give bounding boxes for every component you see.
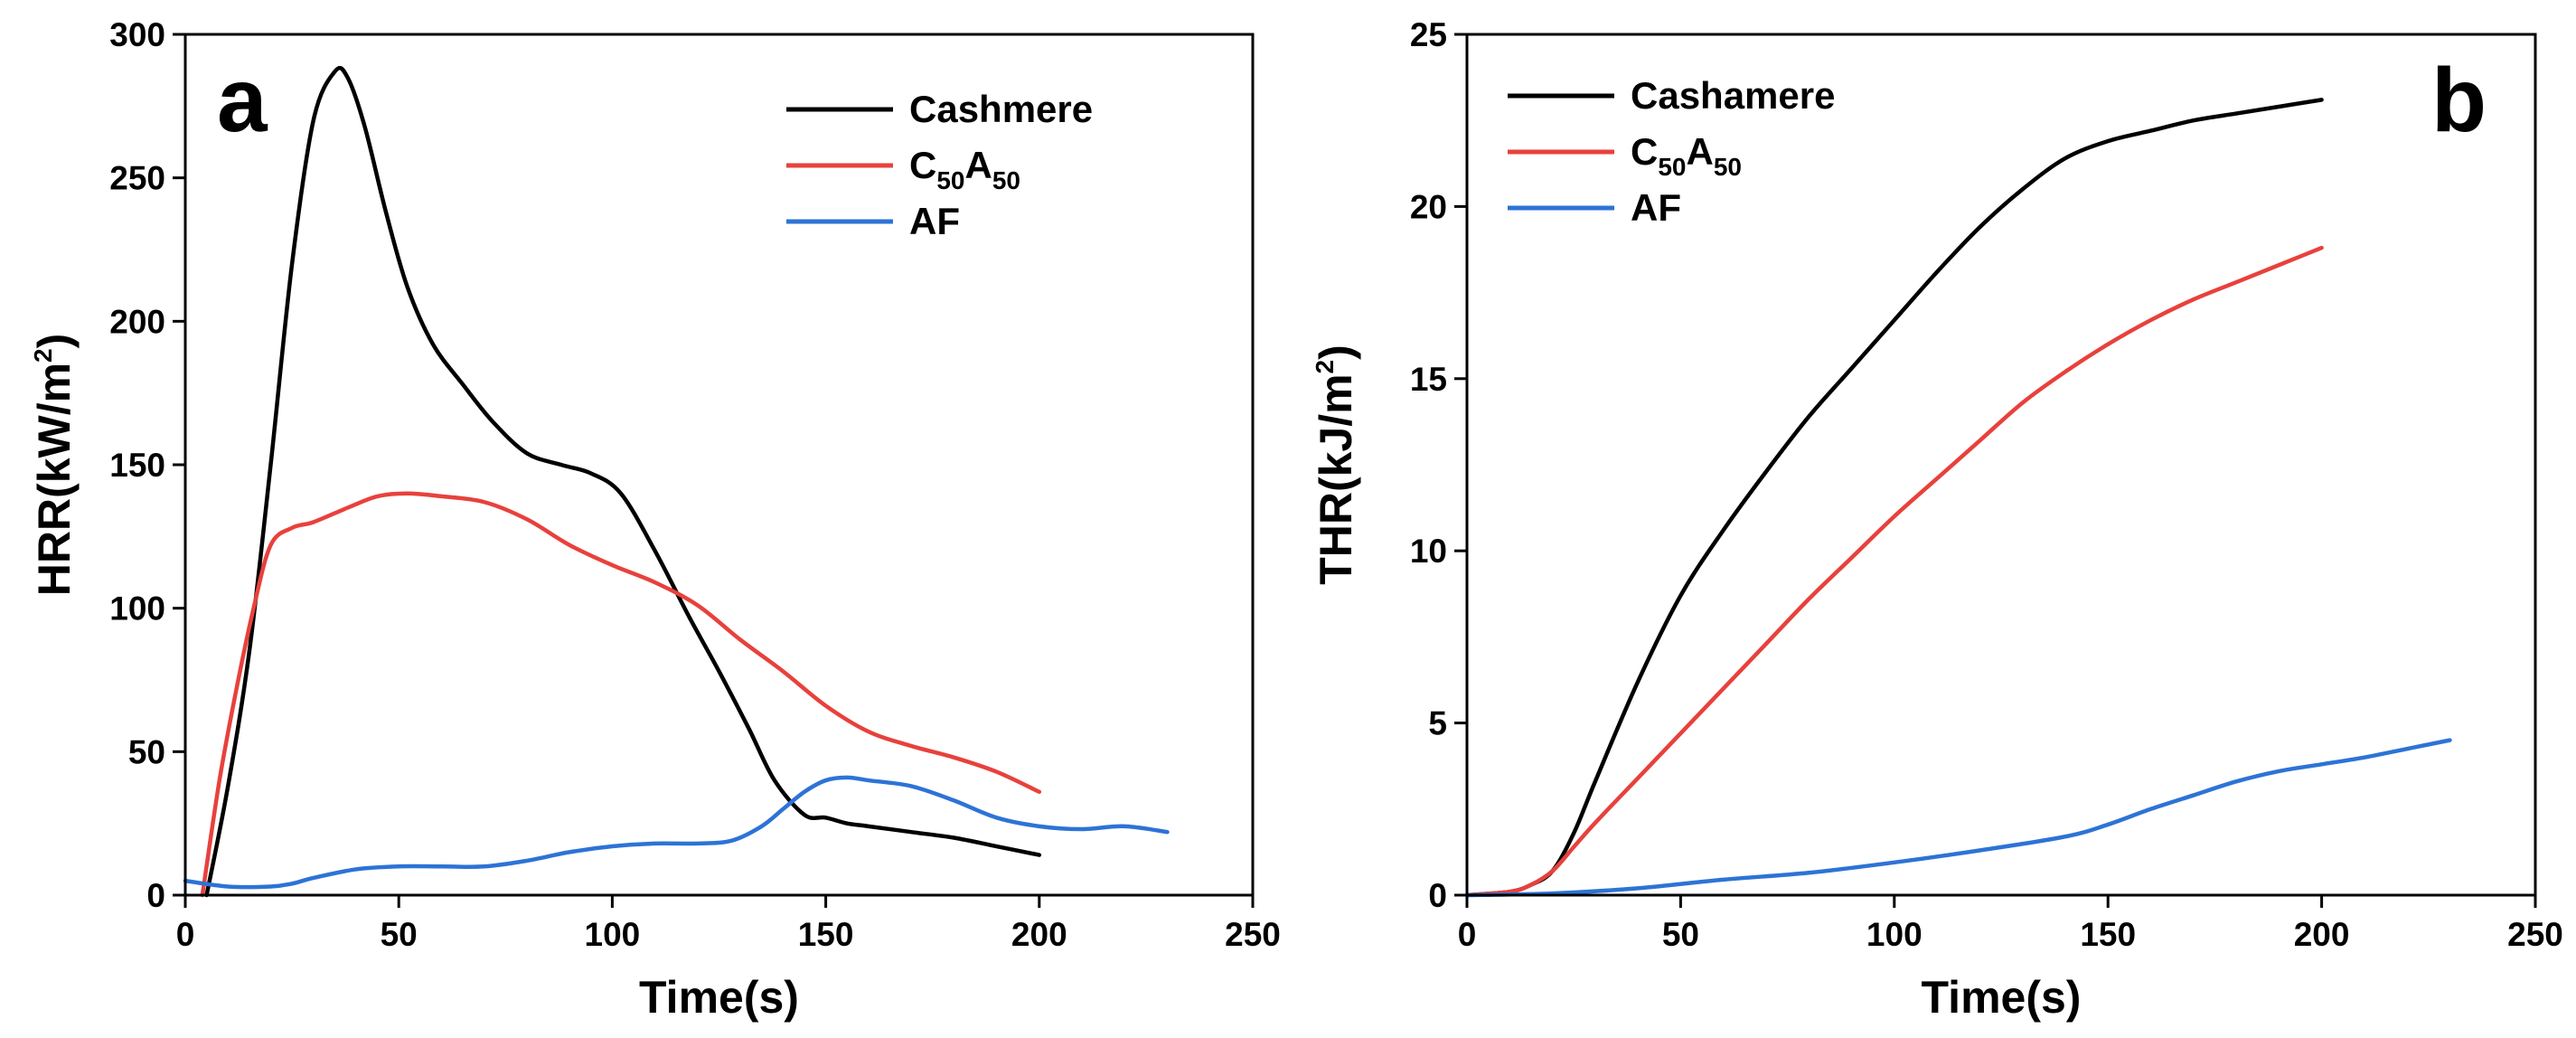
y-tick-label-a: 150	[109, 447, 165, 484]
x-tick-label-a: 250	[1225, 916, 1281, 953]
series-line-b-cashamere	[1464, 98, 2324, 898]
y-tick-label-a: 0	[146, 877, 165, 914]
y-tick-label-a: 200	[109, 303, 165, 340]
x-tick-label-a: 200	[1011, 916, 1067, 953]
y-tick-label-b: 25	[1410, 16, 1447, 53]
y-tick-label-b: 5	[1428, 705, 1447, 742]
x-tick-label-b: 150	[2080, 916, 2136, 953]
series-line-b-af	[1464, 738, 2452, 898]
panel-label-a: a	[217, 50, 268, 151]
y-axis-label-a: HRR(kW/m2)	[29, 334, 80, 597]
y-tick-label-a: 100	[109, 590, 165, 628]
y-tick-label-a: 300	[109, 16, 165, 53]
legend-label-b-c50a50: C50A50	[1631, 130, 1742, 181]
y-tick-label-b: 10	[1410, 533, 1447, 570]
y-axis-label-b: THR(kJ/m2)	[1311, 344, 1361, 585]
y-tick-label-b: 15	[1410, 361, 1447, 398]
series-line-a-c50a50	[200, 491, 1042, 898]
y-tick-label-a: 50	[128, 733, 165, 770]
series-line-b-c50a50	[1464, 245, 2324, 898]
x-tick-label-b: 250	[2507, 916, 2563, 953]
y-tick-label-a: 250	[109, 160, 165, 197]
x-tick-label-a: 50	[381, 916, 418, 953]
x-tick-label-b: 50	[1662, 916, 1699, 953]
legend-label-b-cashamere: Cashamere	[1631, 74, 1835, 117]
panel-b-chart: 0 50 100 150 200 250 0 5 10 15 20 25 Time(s) THR(kJ/m…	[1311, 16, 2563, 1023]
legend-label-a-cashmere: Cashmere	[909, 88, 1093, 130]
legend-label-a-af: AF	[909, 200, 960, 242]
x-tick-label-b: 100	[1866, 916, 1923, 953]
legend-label-b-af: AF	[1631, 186, 1681, 229]
y-tick-label-b: 20	[1410, 188, 1447, 225]
x-axis-label-a: Time(s)	[639, 972, 799, 1023]
x-tick-label-b: 0	[1458, 916, 1477, 953]
x-tick-label-a: 0	[176, 916, 195, 953]
x-axis-label-b: Time(s)	[1922, 972, 2082, 1023]
x-tick-label-b: 200	[2294, 916, 2350, 953]
series-line-a-cashmere	[204, 65, 1042, 898]
x-tick-label-a: 100	[585, 916, 641, 953]
series-line-a-af	[183, 775, 1170, 890]
panel-label-b: b	[2431, 50, 2487, 151]
y-tick-label-b: 0	[1428, 877, 1447, 914]
panel-a-chart: 0 50 100 150 200 250 0 50 100 150 200 250 300 Time(s)…	[29, 16, 1281, 1023]
x-tick-label-a: 150	[798, 916, 854, 953]
plot-frame-b	[1465, 33, 2537, 897]
legend-label-a-c50a50: C50A50	[909, 144, 1020, 194]
